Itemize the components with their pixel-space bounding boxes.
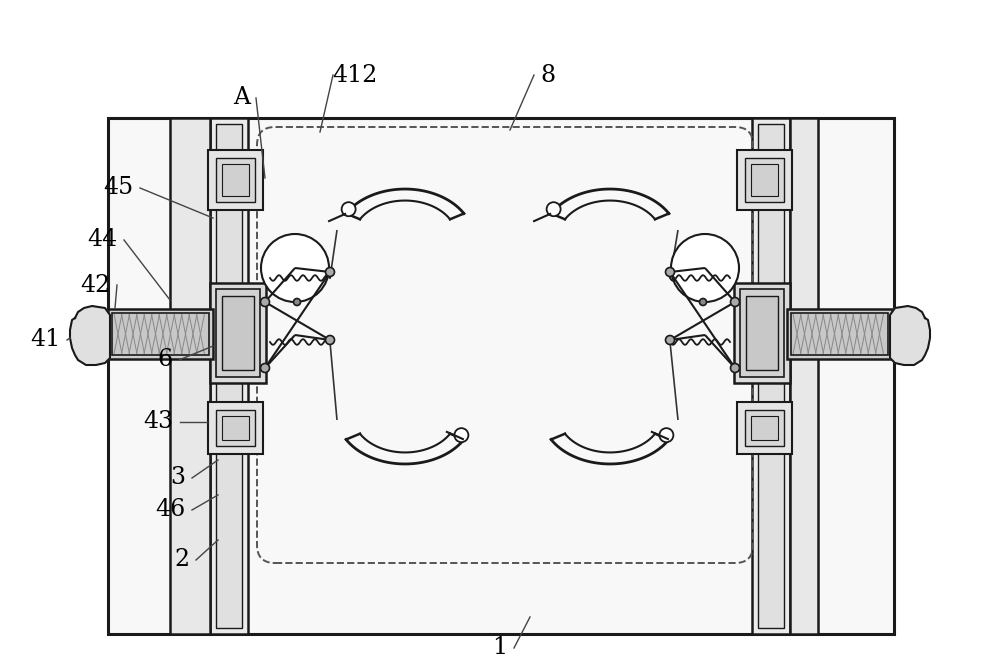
Bar [108,118,894,634]
Polygon shape [70,306,110,365]
Text: 6: 6 [157,348,173,372]
Circle shape [326,336,334,344]
Bar [746,296,778,370]
Bar [734,283,790,383]
Circle shape [659,428,673,442]
Bar [210,118,248,634]
Bar [222,416,249,440]
Circle shape [260,297,270,307]
Text: 1: 1 [492,637,508,660]
Bar [222,296,254,370]
Bar [112,313,209,355]
Bar [745,158,784,202]
Bar [208,402,263,454]
Bar [108,309,213,359]
Bar [737,150,792,210]
Circle shape [730,297,740,307]
Bar [737,402,792,454]
Circle shape [730,364,740,372]
Text: 44: 44 [87,229,117,252]
Bar [216,289,260,377]
Circle shape [700,299,706,305]
Text: 41: 41 [30,329,60,352]
Bar [758,124,784,628]
Circle shape [454,428,468,442]
Circle shape [326,268,334,276]
Bar [216,158,255,202]
Circle shape [666,268,674,276]
Bar [210,283,266,383]
Bar [751,164,778,196]
Bar [752,118,790,634]
Bar [787,309,892,359]
Text: 2: 2 [174,548,190,572]
Bar [222,164,249,196]
Bar [751,416,778,440]
Circle shape [261,234,329,302]
Text: 412: 412 [332,64,378,87]
Text: A: A [234,87,250,109]
Bar [216,124,242,628]
Text: 43: 43 [143,411,173,433]
Bar [790,118,818,634]
Text: 8: 8 [540,64,556,87]
Bar [216,410,255,446]
Bar [740,289,784,377]
Bar [745,410,784,446]
Bar [208,150,263,210]
Text: 42: 42 [80,274,110,297]
Text: 3: 3 [170,466,186,490]
Circle shape [342,202,356,216]
Circle shape [294,299,300,305]
Bar [170,118,210,634]
Circle shape [671,234,739,302]
Bar [791,313,888,355]
Circle shape [666,336,674,344]
Circle shape [547,202,561,216]
Circle shape [260,364,270,372]
Text: 45: 45 [103,176,133,199]
Polygon shape [890,306,930,365]
Text: 46: 46 [155,499,185,521]
